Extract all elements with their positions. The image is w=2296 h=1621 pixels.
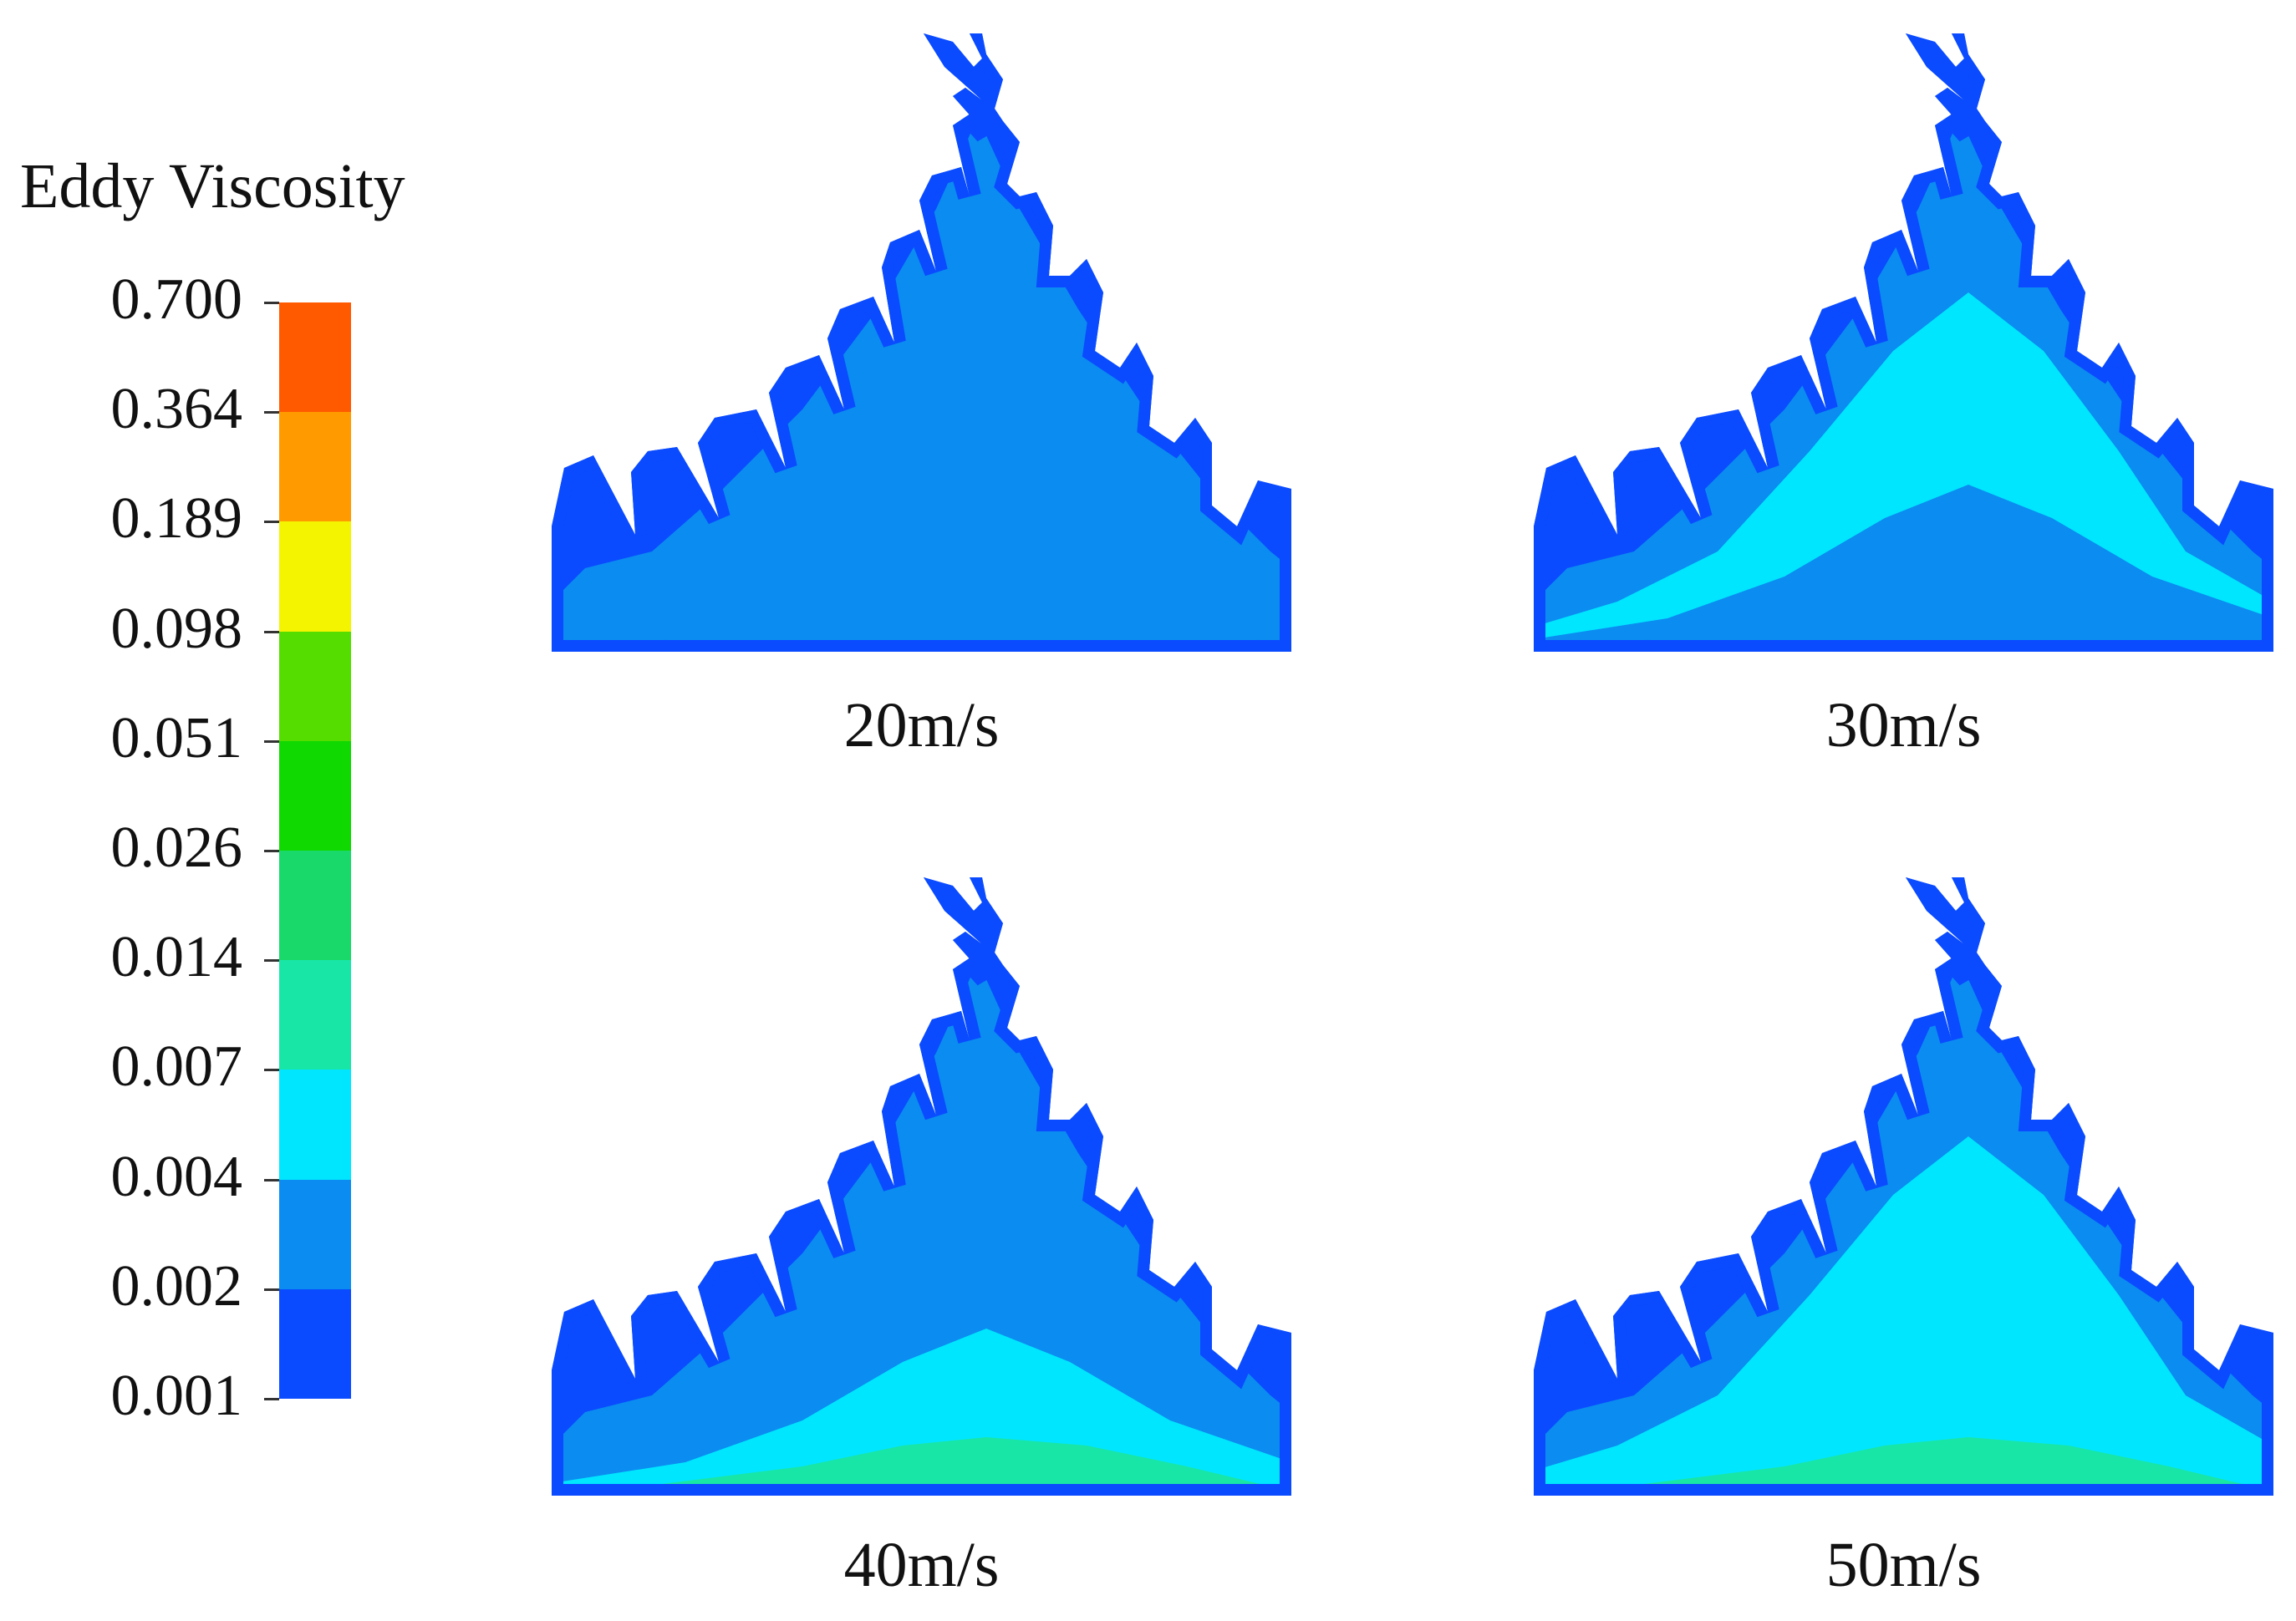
panel-caption: 40m/s: [843, 1530, 1000, 1600]
contour-band: [552, 1437, 1291, 1496]
legend-tick-label: 0.098: [110, 596, 243, 661]
contour-band: [1534, 1437, 2273, 1496]
contour-panel-40: 40m/s: [552, 861, 1291, 1600]
contour-plot: [1534, 33, 2273, 652]
legend-tick-mark: [264, 1288, 279, 1291]
legend-tick-label: 0.004: [110, 1144, 243, 1209]
color-legend: Eddy Viscosity 0.001 0.002 0.004 0.007 0.014…: [0, 0, 501, 1621]
legend-tick-label: 0.002: [110, 1253, 243, 1319]
legend-tick-label: 0.189: [110, 486, 243, 551]
legend-tick-label: 0.014: [110, 925, 243, 990]
legend-tick-mark: [264, 1178, 279, 1181]
legend-tick-mark: [264, 630, 279, 633]
contour-plot: [1534, 877, 2273, 1496]
legend-tick-label: 0.026: [110, 816, 243, 880]
contour-plot: [552, 33, 1291, 652]
panel-caption: 20m/s: [843, 690, 1000, 760]
legend-tick-label: 0.700: [110, 267, 243, 332]
panel-caption: 50m/s: [1825, 1530, 1982, 1600]
gear-tooth-boundary: [552, 877, 1291, 1496]
legend-title: Eddy Viscosity: [20, 151, 405, 221]
contour-panel-20: 20m/s: [552, 17, 1291, 760]
colorbar-swatch: [279, 960, 351, 1070]
colorbar-swatch: [279, 1288, 351, 1399]
legend-tick-mark: [264, 959, 279, 963]
colorbar-swatch: [279, 521, 351, 632]
legend-tick-label: 0.007: [110, 1034, 243, 1100]
panel-caption: 30m/s: [1825, 690, 1982, 760]
legend-tick-mark: [264, 1398, 279, 1400]
legend-tick-mark: [264, 1069, 279, 1072]
legend-tick-mark: [264, 302, 279, 304]
colorbar-swatch: [279, 1179, 351, 1289]
contour-panel-50: 50m/s: [1534, 861, 2273, 1600]
colorbar-swatch: [279, 631, 351, 741]
legend-tick-mark: [264, 850, 279, 852]
colorbar-swatch: [279, 850, 351, 961]
legend-tick-label: 0.051: [110, 705, 243, 770]
contour-band: [552, 593, 1291, 652]
contour-panel-30: 30m/s: [1534, 17, 2273, 760]
colorbar-swatch: [279, 302, 351, 413]
legend-tick-mark: [264, 521, 279, 524]
contour-band: [1534, 593, 2273, 652]
legend-tick-label: 0.001: [110, 1364, 243, 1428]
colorbar-swatch: [279, 740, 351, 851]
colorbar: [279, 302, 351, 1399]
legend-tick-mark: [264, 411, 279, 414]
legend-tick-label: 0.364: [110, 377, 243, 442]
legend-tick-mark: [264, 739, 279, 743]
colorbar-swatch: [279, 412, 351, 522]
colorbar-swatch: [279, 1070, 351, 1180]
contour-plot: [552, 877, 1291, 1496]
